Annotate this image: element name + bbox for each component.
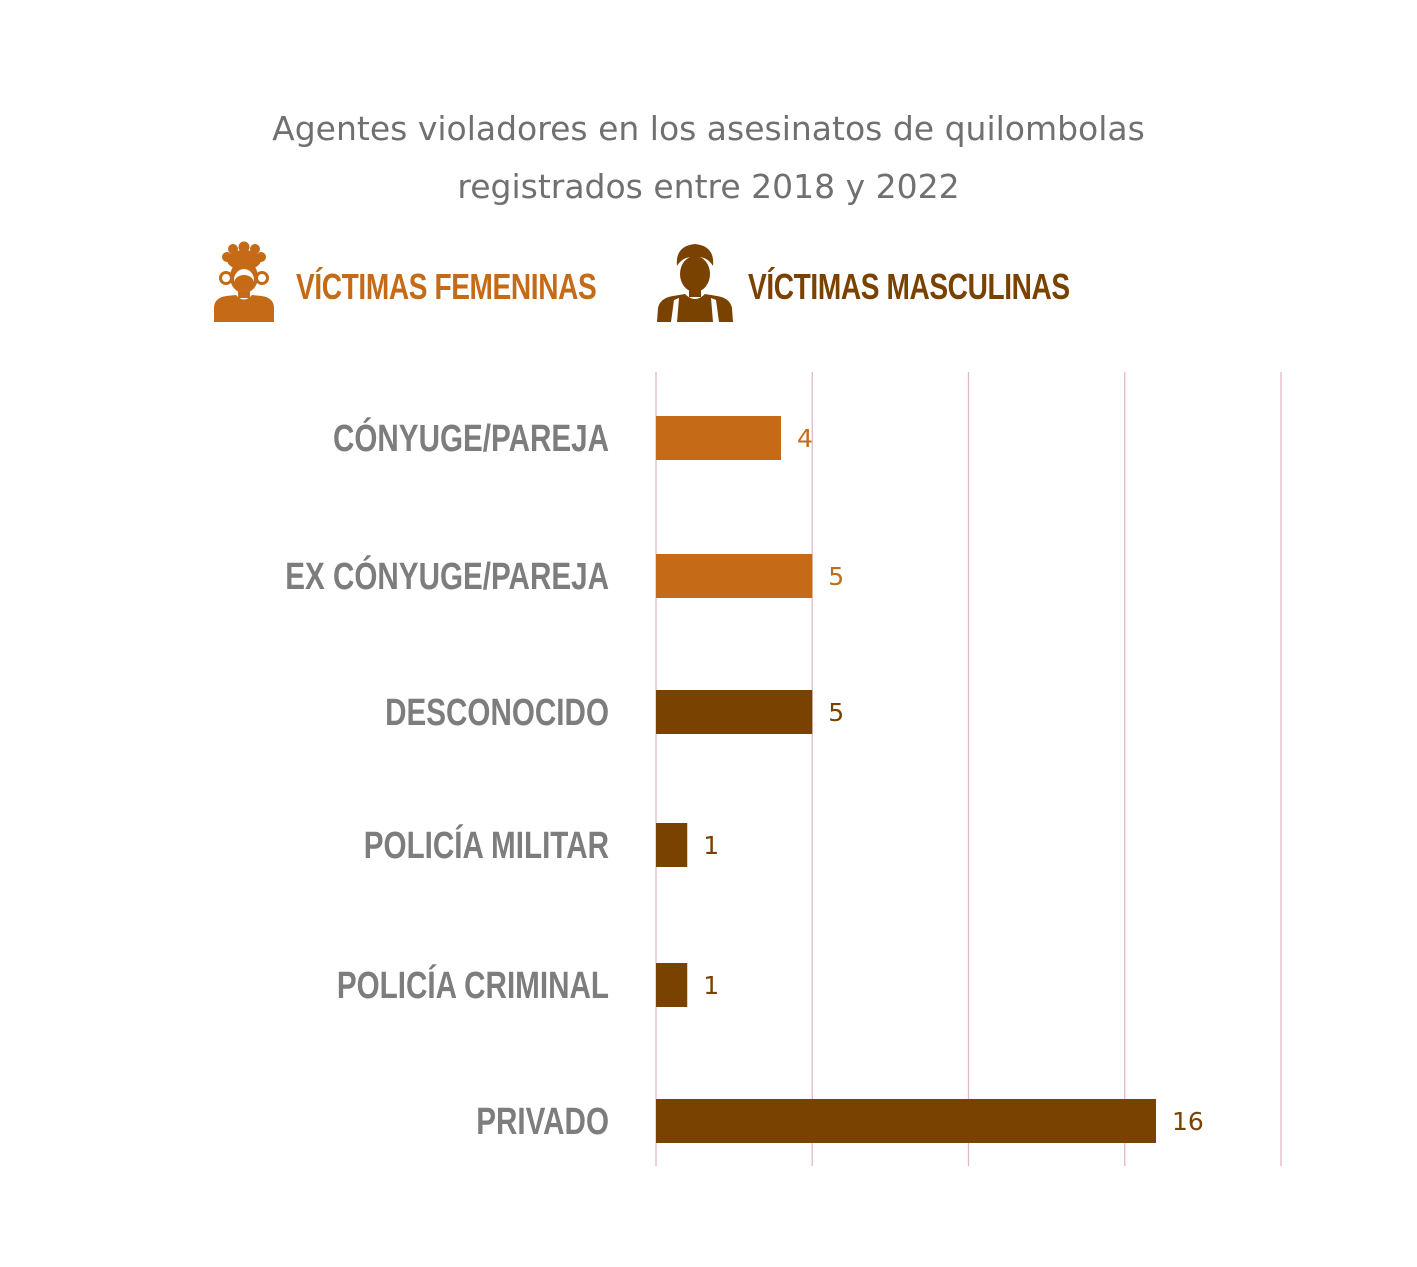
bar: [656, 554, 813, 598]
chart-title-line-1: Agentes violadores en los asesinatos de …: [272, 109, 1145, 149]
male-person-icon: [657, 244, 733, 322]
category-label: DESCONOCIDO: [385, 692, 609, 734]
category-label: POLICÍA CRIMINAL: [337, 965, 609, 1007]
bar: [656, 823, 688, 867]
bar: [656, 690, 813, 734]
bar: [656, 1099, 1156, 1143]
value-label: 4: [797, 424, 813, 453]
value-label: 16: [1172, 1107, 1204, 1136]
value-label: 1: [703, 971, 719, 1000]
chart-title-line-2: registrados entre 2018 y 2022: [457, 167, 960, 207]
category-label: EX CÓNYUGE/PAREJA: [285, 556, 609, 598]
value-label: 5: [828, 562, 844, 591]
legend-label-male: VÍCTIMAS MASCULINAS: [748, 266, 1070, 307]
value-label: 5: [828, 698, 844, 727]
category-label: CÓNYUGE/PAREJA: [333, 418, 609, 460]
category-label: POLICÍA MILITAR: [364, 825, 609, 867]
chart-title: Agentes violadores en los asesinatos de …: [0, 100, 1417, 216]
legend-label-female: VÍCTIMAS FEMENINAS: [296, 266, 597, 307]
category-label: PRIVADO: [476, 1101, 609, 1143]
value-label: 1: [703, 831, 719, 860]
bar: [656, 416, 781, 460]
female-person-icon: [214, 241, 274, 322]
bar: [656, 963, 688, 1007]
